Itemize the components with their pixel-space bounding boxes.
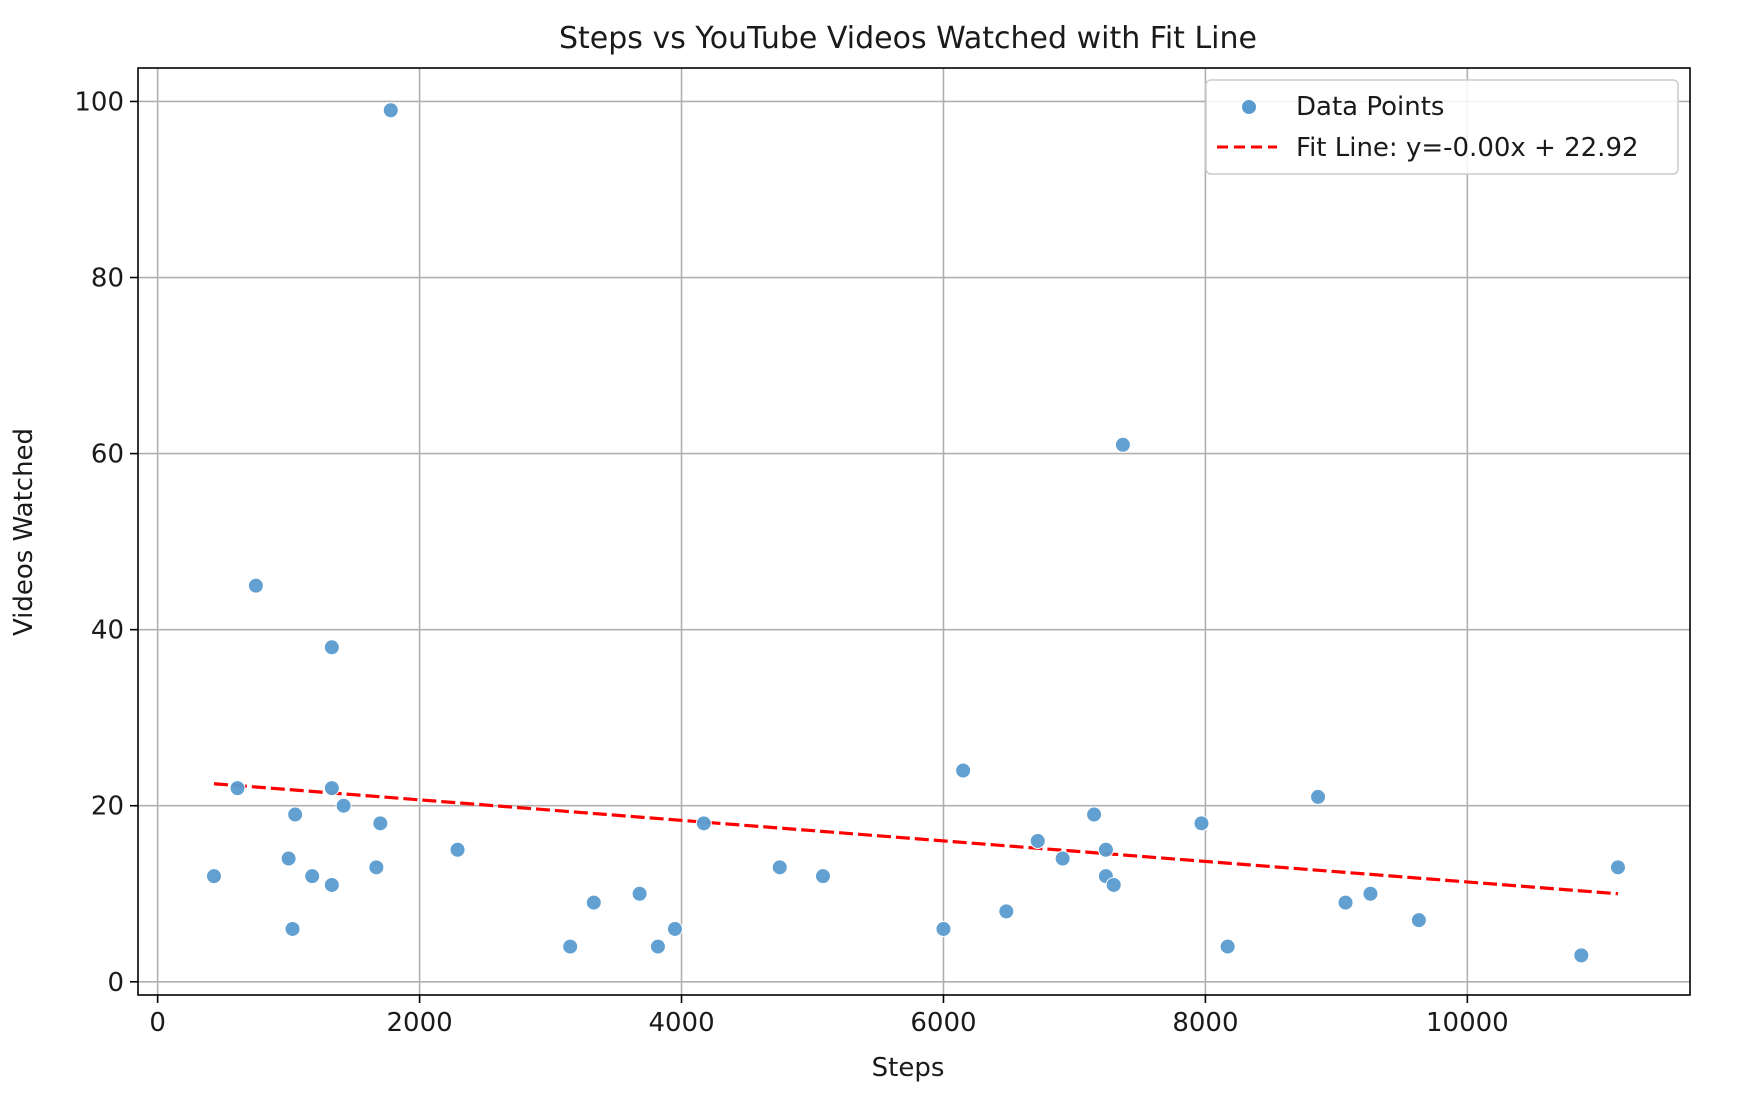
data-point [1609,859,1626,876]
data-point [1054,850,1071,867]
x-tick-label: 10000 [1426,1008,1509,1038]
data-point [1337,894,1354,911]
legend-marker-data-points [1241,99,1257,115]
data-point [1362,885,1379,902]
data-point [998,903,1015,920]
data-point [1219,938,1236,955]
data-point [382,102,399,119]
fit-line-group [213,782,1619,896]
data-point [631,885,648,902]
data-point [771,859,788,876]
y-axis-label: Videos Watched [9,428,39,636]
data-point [1310,788,1327,805]
data-point [1105,876,1122,893]
data-point [304,868,321,885]
data-point [1114,436,1131,453]
data-point [449,841,466,858]
plot-area-frame [137,67,1691,996]
x-tick-label: 4000 [648,1008,714,1038]
data-point [280,850,297,867]
data-point [335,797,352,814]
data-point [1097,841,1114,858]
y-tick-label: 60 [91,440,124,470]
x-tick-label: 0 [149,1008,166,1038]
legend-label-data-points: Data Points [1296,92,1444,122]
data-point [247,577,264,594]
legend: Data Points Fit Line: y=-0.00x + 22.92 [1205,79,1679,175]
data-point [229,780,246,797]
y-tick-label: 0 [107,968,124,998]
y-tick-label: 20 [91,792,124,822]
data-point [205,868,222,885]
data-point [562,938,579,955]
data-point [323,780,340,797]
data-point [1573,947,1590,964]
data-point [649,938,666,955]
y-axis-ticks: 0 20 40 60 80 100 [74,87,138,998]
x-tick-label: 2000 [387,1008,453,1038]
data-point [955,762,972,779]
x-tick-label: 6000 [910,1008,976,1038]
data-points [205,102,1626,964]
chart-title: Steps vs YouTube Videos Watched with Fit… [559,21,1257,56]
fit-line [213,782,1619,896]
data-point [585,894,602,911]
legend-label-fit-line: Fit Line: y=-0.00x + 22.92 [1296,133,1639,163]
y-tick-label: 80 [91,264,124,294]
data-point [323,876,340,893]
data-point [666,920,683,937]
data-point [1086,806,1103,823]
data-point [323,639,340,656]
y-tick-label: 100 [74,87,124,117]
data-point [368,859,385,876]
y-tick-label: 40 [91,616,124,646]
data-point [695,815,712,832]
x-tick-label: 8000 [1172,1008,1238,1038]
data-point [1410,912,1427,929]
data-point [372,815,389,832]
data-point [935,920,952,937]
x-axis-label: Steps [872,1053,945,1083]
legend-box [1205,79,1679,175]
data-point [287,806,304,823]
data-point [284,920,301,937]
x-axis-ticks: 0 2000 4000 6000 8000 10000 [149,995,1509,1038]
data-point [1029,832,1046,849]
data-point [1193,815,1210,832]
data-point [814,868,831,885]
grid-lines [138,68,1690,995]
